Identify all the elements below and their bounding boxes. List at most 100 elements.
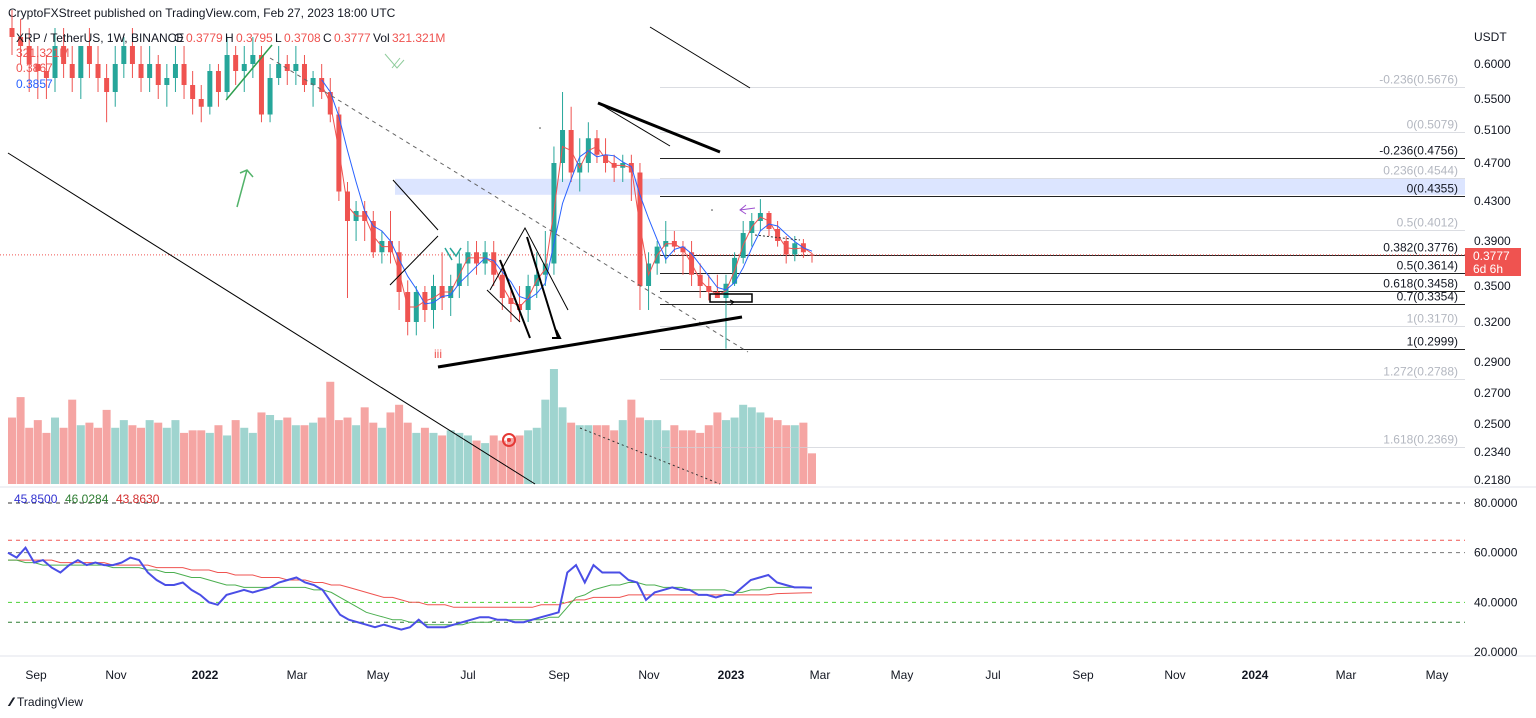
time-tick: Nov: [1164, 668, 1185, 682]
volume-bar: [463, 435, 472, 484]
fib-level-label: 0.5(0.3614): [1397, 259, 1458, 273]
candle: [155, 64, 161, 85]
volume-bar: [128, 425, 137, 484]
volume-bar: [257, 412, 266, 484]
fib-level-label: 1(0.2999): [1407, 335, 1458, 349]
high-value: 0.3795: [236, 31, 273, 45]
time-tick: May: [1426, 668, 1449, 682]
volume-bar: [223, 435, 232, 484]
high-label: H: [225, 31, 234, 45]
bar-countdown: 6d 6h: [1473, 262, 1503, 276]
volume-bar: [541, 399, 550, 484]
candle: [809, 254, 815, 256]
volume-bar: [627, 399, 636, 484]
wave-label: iii: [434, 347, 442, 361]
volume-bar: [94, 427, 103, 484]
candle: [112, 64, 118, 92]
candle: [18, 37, 24, 46]
candle: [637, 172, 643, 286]
candle: [95, 64, 101, 78]
price-tick: 0.6000: [1474, 57, 1511, 71]
volume-bar: [309, 422, 318, 484]
volume-bar: [704, 425, 713, 484]
time-tick: Mar: [810, 668, 831, 682]
volume-bar: [59, 427, 68, 484]
rsi-tick: 80.0000: [1474, 496, 1518, 510]
volume-bar: [739, 404, 748, 484]
rsi-ma-value: 46.0284: [65, 492, 109, 506]
rsi-value: 45.8500: [14, 492, 58, 506]
price-tick: 0.3200: [1474, 315, 1511, 329]
volume-bar: [670, 425, 679, 484]
volume-bar: [696, 432, 705, 484]
price-tick: 0.2900: [1474, 355, 1511, 369]
fib-level-label: 0.382(0.3776): [1383, 241, 1458, 255]
candle: [241, 64, 247, 71]
candle: [43, 71, 49, 78]
volume-bar: [567, 422, 576, 484]
price-tick: 0.2340: [1474, 445, 1511, 459]
volume-bar: [171, 420, 180, 484]
candle: [78, 46, 84, 78]
volume-bar: [51, 417, 60, 484]
volume-bar: [85, 422, 94, 484]
time-tick: 2023: [718, 668, 745, 682]
volume-bar: [481, 443, 490, 484]
candle: [224, 55, 230, 92]
volume-bar: [188, 430, 197, 484]
volume-bar: [326, 381, 335, 484]
volume-bar: [25, 427, 34, 484]
candle: [198, 99, 204, 107]
volume-value: 321.321M: [392, 31, 445, 45]
candle: [181, 64, 187, 85]
candle: [310, 78, 316, 85]
volume-bar: [300, 425, 309, 484]
volume-bar: [162, 427, 171, 484]
time-tick: Nov: [638, 668, 659, 682]
price-tick: 0.3500: [1474, 279, 1511, 293]
volume-bar: [618, 420, 627, 484]
volume-bar: [549, 369, 558, 484]
price-tick: 0.3900: [1474, 234, 1511, 248]
rsi-tick: 20.0000: [1474, 645, 1518, 659]
fib-level-label: -0.236(0.5676): [1379, 73, 1458, 87]
volume-bar: [592, 425, 601, 484]
volume-bar: [782, 425, 791, 484]
time-tick: May: [367, 668, 390, 682]
close-value: 0.3777: [334, 31, 371, 45]
volume-bar: [601, 425, 610, 484]
volume-bar: [687, 430, 696, 484]
volume-bar: [343, 417, 352, 484]
ma-legend-blue: 0.3857: [16, 77, 53, 91]
candle: [138, 64, 144, 78]
tradingview-logo[interactable]: ⁄⁄ TradingView: [10, 695, 83, 709]
volume-label: Vol: [373, 31, 390, 45]
candle: [172, 64, 178, 78]
fib-level-label: 0.5(0.4012): [1397, 216, 1458, 230]
candle: [233, 55, 239, 71]
volume-bar: [635, 417, 644, 484]
fib-level-label: 1.272(0.2788): [1383, 365, 1458, 379]
volume-legend: 321.321M: [16, 46, 69, 60]
candle: [215, 71, 221, 92]
time-tick: Sep: [1072, 668, 1094, 682]
time-tick: Mar: [287, 668, 308, 682]
volume-bar: [231, 420, 240, 484]
candle: [250, 55, 256, 64]
volume-bar: [532, 427, 541, 484]
price-tick: 0.2500: [1474, 417, 1511, 431]
volume-bar: [446, 430, 455, 484]
price-tick: 0.5100: [1474, 123, 1511, 137]
ma-line-blue: [321, 79, 813, 305]
fib-level-label: 0.7(0.3354): [1397, 290, 1458, 304]
candle: [61, 46, 67, 64]
candle: [258, 55, 264, 115]
time-tick: Jul: [985, 668, 1000, 682]
volume-bar: [102, 409, 111, 484]
symbol-title: XRP / TetherUS, 1W, BINANCE: [16, 31, 184, 45]
fib-level-label: 0.236(0.4544): [1383, 164, 1458, 178]
low-value: 0.3708: [284, 31, 321, 45]
volume-bar: [334, 420, 343, 484]
candle: [207, 71, 213, 107]
